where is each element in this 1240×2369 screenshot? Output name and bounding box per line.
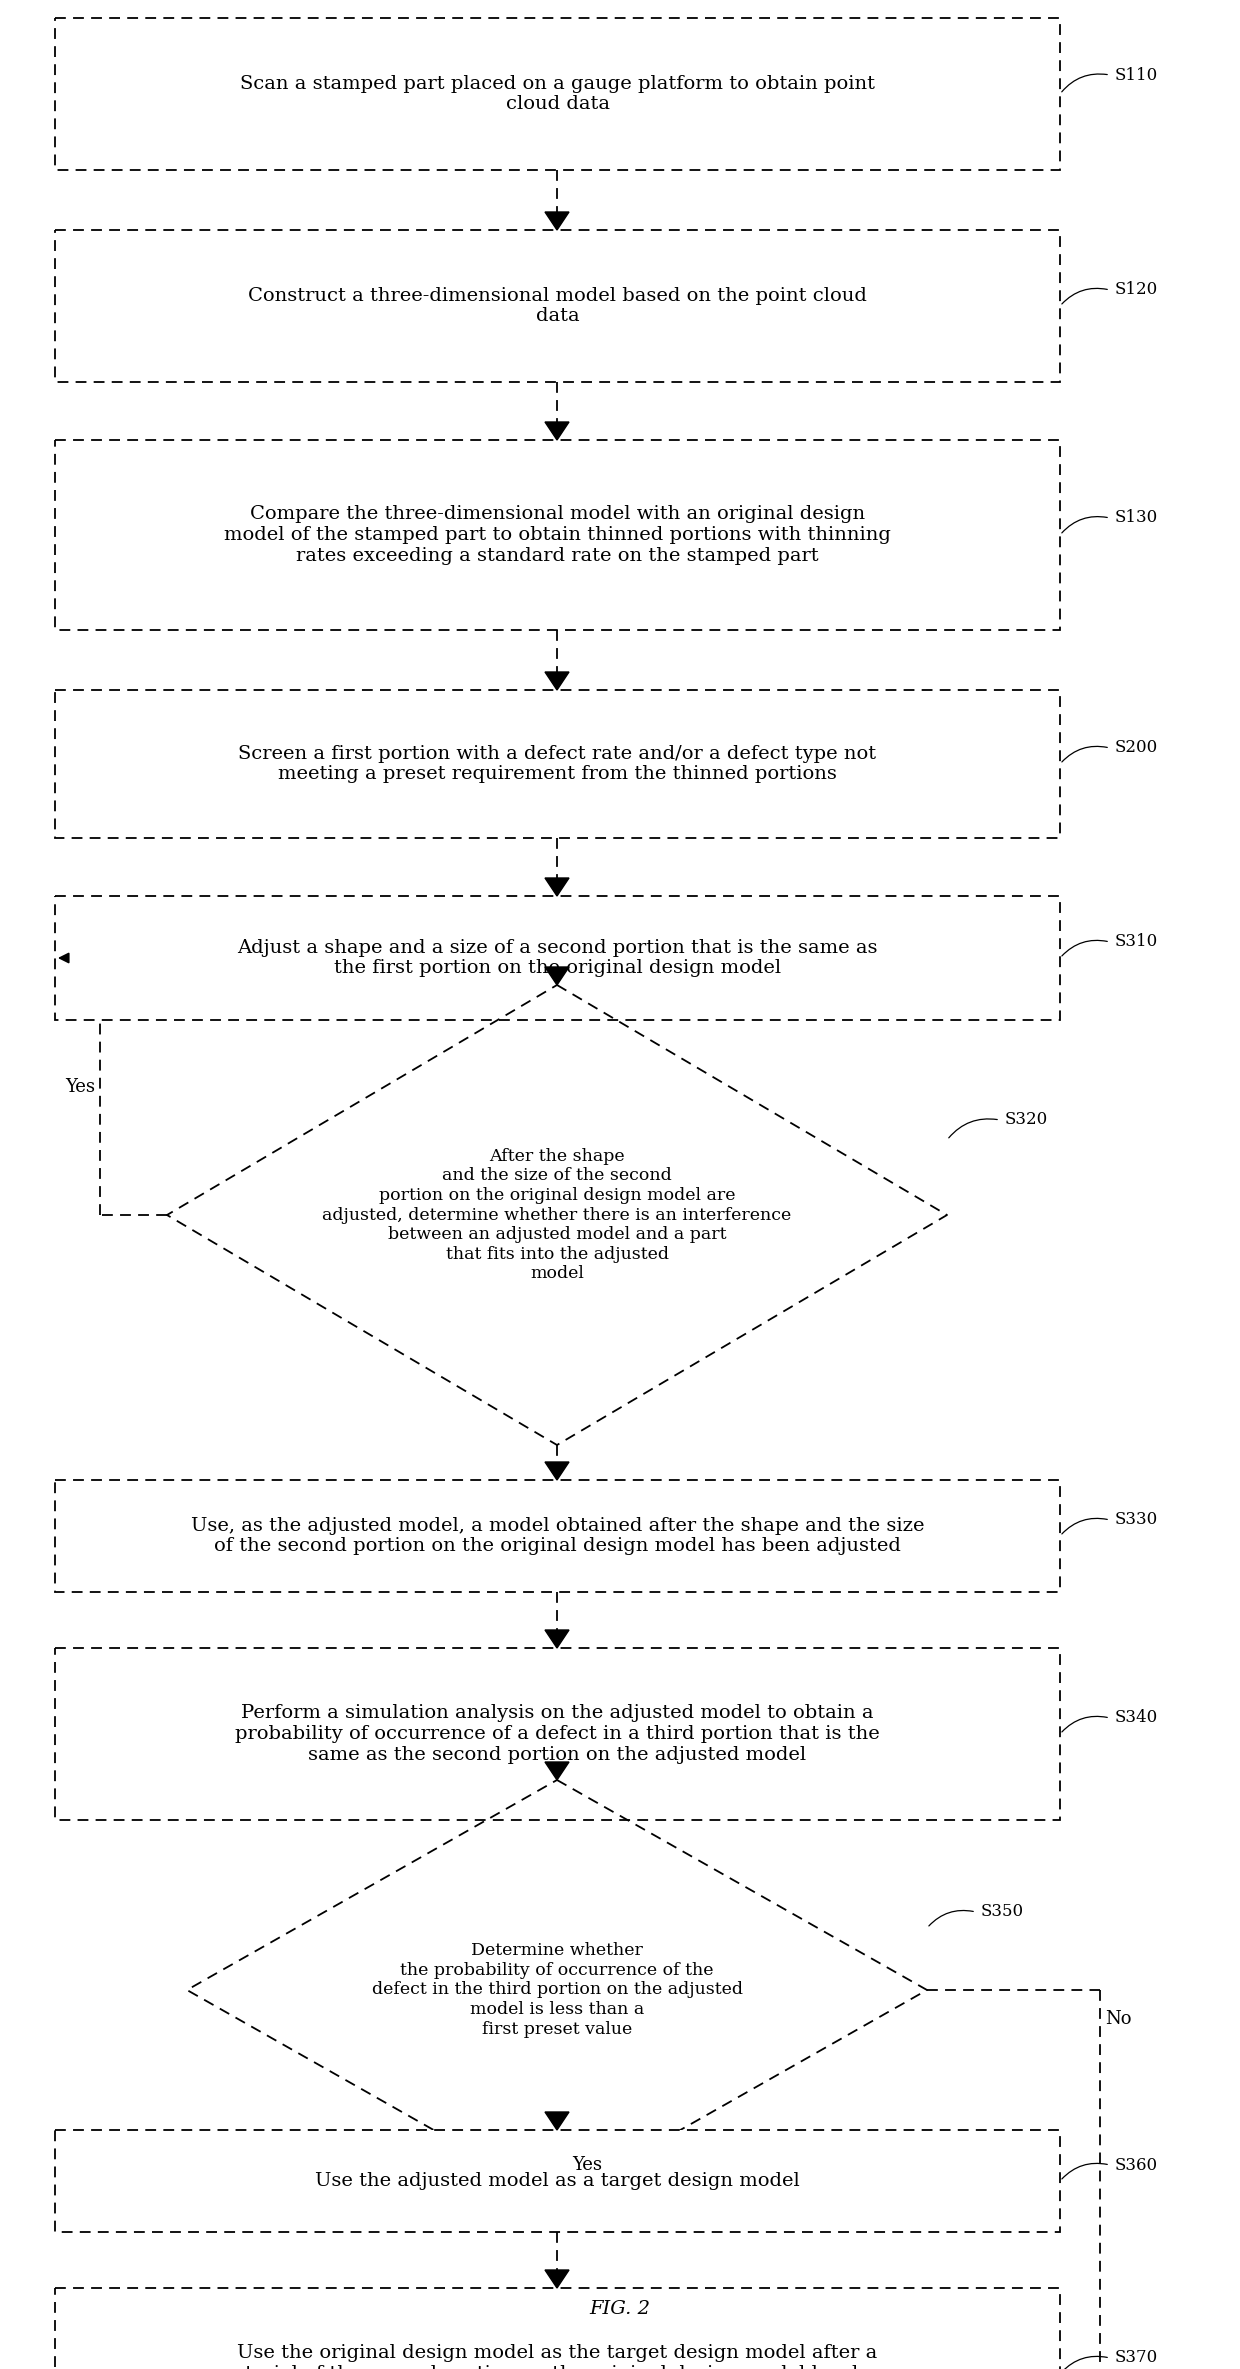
Polygon shape	[546, 1763, 569, 1779]
Bar	[55, 1649, 1060, 1819]
Text: S340: S340	[1115, 1710, 1158, 1727]
Text: S310: S310	[1115, 933, 1158, 950]
Polygon shape	[546, 211, 569, 230]
Text: Use the adjusted model as a target design model: Use the adjusted model as a target desig…	[315, 2172, 800, 2189]
Text: S110: S110	[1115, 66, 1158, 83]
Bar	[55, 441, 1060, 630]
Text: Use the original design model as the target design model after a
material of the: Use the original design model as the tar…	[215, 2345, 900, 2369]
Text: Scan a stamped part placed on a gauge platform to obtain point
cloud data: Scan a stamped part placed on a gauge pl…	[241, 73, 875, 114]
Text: Compare the three-dimensional model with an original design
model of the stamped: Compare the three-dimensional model with…	[224, 505, 890, 564]
Text: S370: S370	[1115, 2350, 1158, 2367]
Text: Determine whether
the probability of occurrence of the
defect in the third porti: Determine whether the probability of occ…	[372, 1943, 743, 2037]
Text: S130: S130	[1115, 509, 1158, 526]
Bar	[55, 19, 1060, 171]
Polygon shape	[546, 879, 569, 895]
Bar	[55, 2288, 1060, 2369]
Text: Yes: Yes	[572, 2156, 601, 2175]
Bar	[55, 689, 1060, 839]
Text: Screen a first portion with a defect rate and/or a defect type not
meeting a pre: Screen a first portion with a defect rat…	[238, 744, 877, 784]
Polygon shape	[546, 967, 569, 986]
Text: Perform a simulation analysis on the adjusted model to obtain a
probability of o: Perform a simulation analysis on the adj…	[236, 1703, 880, 1765]
Text: S200: S200	[1115, 739, 1158, 756]
Bar	[55, 2130, 1060, 2232]
Text: S320: S320	[1004, 1111, 1048, 1128]
Text: S360: S360	[1115, 2156, 1158, 2172]
Polygon shape	[546, 422, 569, 441]
Text: Adjust a shape and a size of a second portion that is the same as
the first port: Adjust a shape and a size of a second po…	[237, 938, 878, 978]
Polygon shape	[546, 2270, 569, 2288]
Bar	[55, 230, 1060, 381]
Text: FIG. 2: FIG. 2	[589, 2300, 651, 2317]
Polygon shape	[546, 1630, 569, 1649]
Text: Use, as the adjusted model, a model obtained after the shape and the size
of the: Use, as the adjusted model, a model obta…	[191, 1516, 924, 1556]
Bar	[55, 1481, 1060, 1592]
Text: Construct a three-dimensional model based on the point cloud
data: Construct a three-dimensional model base…	[248, 287, 867, 325]
Text: No: No	[1105, 2009, 1131, 2028]
Polygon shape	[546, 2113, 569, 2130]
Bar	[55, 895, 1060, 1021]
Polygon shape	[546, 673, 569, 689]
Text: S120: S120	[1115, 282, 1158, 298]
Polygon shape	[546, 1462, 569, 1481]
Text: Yes: Yes	[64, 1078, 95, 1094]
Text: After the shape
and the size of the second
portion on the original design model : After the shape and the size of the seco…	[322, 1147, 791, 1282]
Text: S330: S330	[1115, 1511, 1158, 1528]
Text: S350: S350	[981, 1905, 1024, 1921]
